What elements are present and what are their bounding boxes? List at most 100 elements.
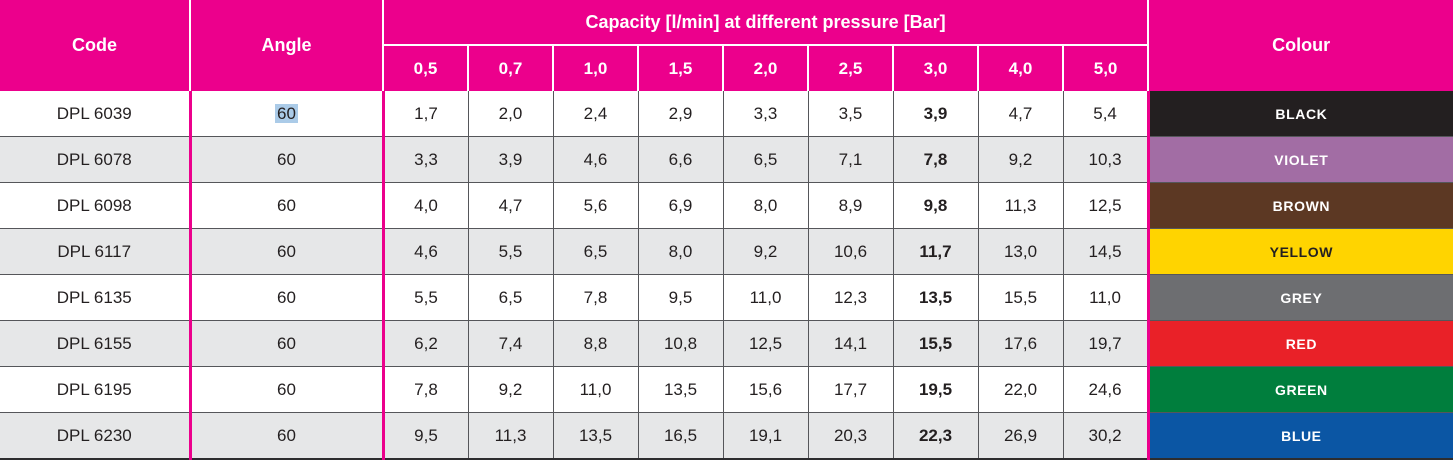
- angle-cell: 60: [190, 366, 385, 413]
- capacity-value-cell: 24,6: [1062, 366, 1149, 413]
- capacity-value-cell: 7,8: [892, 136, 978, 183]
- capacity-value-cell: 11,3: [467, 412, 553, 460]
- capacity-value-cell: 7,1: [807, 136, 893, 183]
- table-row: DPL 6039 60 1,7 2,0 2,4 2,9 3,3 3,5 3,9 4,7 5,4 BLA…: [0, 91, 1453, 137]
- capacity-value-cell: 15,6: [722, 366, 808, 413]
- capacity-value-cell: 9,2: [977, 136, 1063, 183]
- capacity-value-cell: 1,7: [414, 103, 438, 123]
- capacity-value-cell: 15,5: [892, 320, 978, 367]
- capacity-value-cell: 11,0: [722, 274, 808, 321]
- capacity-value-cell: 5,4: [1062, 91, 1149, 137]
- capacity-value-cell: 12,5: [1062, 182, 1149, 229]
- product-code-cell: DPL 6135: [0, 274, 192, 321]
- capacity-value-cell: 10,3: [1062, 136, 1149, 183]
- capacity-value-cell: 13,5: [892, 274, 978, 321]
- pressure-header-2-0: 2,0: [722, 45, 808, 91]
- product-code-cell: DPL 6117: [0, 228, 192, 275]
- capacity-value-cell: 4,6: [552, 136, 638, 183]
- product-code-cell: DPL 6039: [0, 91, 192, 137]
- column-header-colour: Colour: [1147, 0, 1453, 91]
- pressure-header-5-0: 5,0: [1061, 45, 1149, 91]
- capacity-value-cell: 9,5: [383, 412, 468, 460]
- table-row: DPL 6195 60 7,8 9,2 11,0 13,5 15,6 17,7 19,5 22,0…: [0, 366, 1453, 413]
- capacity-value-cell: 12,3: [807, 274, 893, 321]
- text-selection-highlight: 60: [275, 103, 298, 123]
- capacity-value-cell: 11,3: [977, 182, 1063, 229]
- capacity-value-cell: 5,5: [383, 274, 468, 321]
- table-header: Code Angle Capacity [l/min] at different…: [0, 0, 1453, 91]
- capacity-value-cell: 6,2: [383, 320, 468, 367]
- capacity-value-cell: 3,3: [383, 136, 468, 183]
- capacity-value-cell: 22,0: [977, 366, 1063, 413]
- capacity-value-cell: 22,3: [892, 412, 978, 460]
- capacity-value-cell: 6,9: [637, 182, 723, 229]
- angle-cell: 60: [190, 91, 385, 137]
- capacity-value-cell: 10,6: [807, 228, 893, 275]
- capacity-value-cell: 19,7: [1062, 320, 1149, 367]
- capacity-value-cell: 4,7: [977, 91, 1063, 137]
- capacity-value-cell: 5,6: [552, 182, 638, 229]
- capacity-value-cell: 9,5: [637, 274, 723, 321]
- capacity-value-cell: 26,9: [977, 412, 1063, 460]
- pressure-header-1-5: 1,5: [637, 45, 723, 91]
- capacity-value-cell: 8,9: [807, 182, 893, 229]
- capacity-value-cell: 7,8: [552, 274, 638, 321]
- capacity-value-cell: 13,5: [552, 412, 638, 460]
- capacity-value-cell: 4,7: [467, 182, 553, 229]
- product-code-cell: DPL 6230: [0, 412, 192, 460]
- capacity-value-cell: 4,0: [383, 182, 468, 229]
- capacity-value-cell: 11,7: [892, 228, 978, 275]
- table-row: DPL 6155 60 6,2 7,4 8,8 10,8 12,5 14,1 15,5 17,6 1…: [0, 320, 1453, 367]
- capacity-value-cell: 8,0: [722, 182, 808, 229]
- capacity-value-cell: 5,5: [467, 228, 553, 275]
- angle-cell: 60: [190, 274, 385, 321]
- capacity-value-cell: 8,8: [552, 320, 638, 367]
- table-row: DPL 6230 60 9,5 11,3 13,5 16,5 19,1 20,3 22,3 26,…: [0, 412, 1453, 460]
- capacity-value-cell: 9,2: [722, 228, 808, 275]
- colour-swatch-cell: BLUE: [1146, 412, 1453, 460]
- capacity-value-cell: 13,0: [977, 228, 1063, 275]
- colour-swatch-cell: GREY: [1146, 274, 1453, 321]
- pressure-header-2-5: 2,5: [807, 45, 893, 91]
- capacity-value-cell: 6,6: [637, 136, 723, 183]
- capacity-value-cell: 2,0: [467, 91, 553, 137]
- pressure-header-3-0: 3,0: [892, 45, 978, 91]
- capacity-value-cell: 11,0: [1062, 274, 1149, 321]
- capacity-value-cell: 14,5: [1062, 228, 1149, 275]
- angle-cell: 60: [190, 136, 385, 183]
- angle-cell: 60: [190, 228, 385, 275]
- capacity-value-cell: 3,5: [807, 91, 893, 137]
- angle-cell: 60: [190, 320, 385, 367]
- capacity-value-cell: 7,4: [467, 320, 553, 367]
- product-code-cell: DPL 6098: [0, 182, 192, 229]
- pressure-header-0-7: 0,7: [467, 45, 553, 91]
- product-code-cell: DPL 6195: [0, 366, 192, 413]
- angle-cell: 60: [190, 412, 385, 460]
- colour-swatch-cell: GREEN: [1146, 366, 1453, 413]
- capacity-value-cell: 4,6: [383, 228, 468, 275]
- capacity-value-cell: 11,0: [552, 366, 638, 413]
- capacity-value-cell: 3,3: [722, 91, 808, 137]
- product-code-cell: DPL 6155: [0, 320, 192, 367]
- table-row: DPL 6078 60 3,3 3,9 4,6 6,6 6,5 7,1 7,8 9,2 10,3 VI…: [0, 136, 1453, 183]
- column-header-angle: Angle: [190, 0, 384, 91]
- colour-swatch-cell: BLACK: [1146, 91, 1453, 137]
- capacity-value-cell: 20,3: [807, 412, 893, 460]
- capacity-value-cell: 15,5: [977, 274, 1063, 321]
- product-code-cell: DPL 6078: [0, 136, 192, 183]
- capacity-value-cell: 6,5: [722, 136, 808, 183]
- capacity-value-cell: 30,2: [1062, 412, 1149, 460]
- capacity-value-cell: 9,8: [892, 182, 978, 229]
- header-row-main: Code Angle Capacity [l/min] at different…: [0, 0, 1453, 91]
- table-row: DPL 6098 60 4,0 4,7 5,6 6,9 8,0 8,9 9,8 11,3 12,5 B…: [0, 182, 1453, 229]
- capacity-value-cell: 17,7: [807, 366, 893, 413]
- table-row: DPL 6135 60 5,5 6,5 7,8 9,5 11,0 12,3 13,5 15,5 11…: [0, 274, 1453, 321]
- colour-swatch-cell: VIOLET: [1146, 136, 1453, 183]
- capacity-value-cell: 17,6: [977, 320, 1063, 367]
- colour-swatch-cell: YELLOW: [1146, 228, 1453, 275]
- colour-swatch-cell: BROWN: [1146, 182, 1453, 229]
- column-header-capacity-group: Capacity [l/min] at different pressure […: [383, 0, 1149, 46]
- pressure-header-row: 0,5 0,7 1,0 1,5 2,0 2,5 3,0 4,0 5,0: [0, 45, 1453, 91]
- capacity-value-cell: 6,5: [552, 228, 638, 275]
